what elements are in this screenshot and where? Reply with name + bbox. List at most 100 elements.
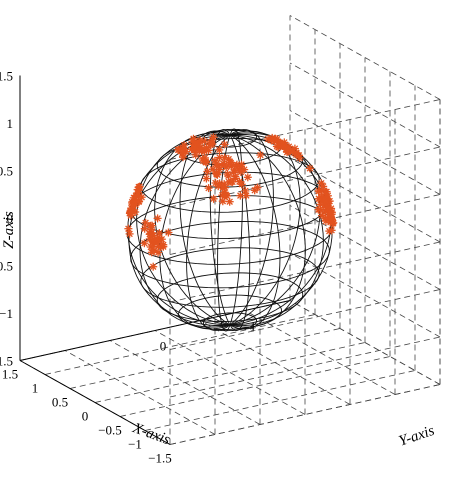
y-tick-label: 1 — [250, 319, 257, 334]
grid-line — [244, 310, 396, 395]
data-point — [221, 183, 230, 192]
tick-labels: 1.510.50−0.5−1−1.51.510.50−0.5−1−1.501 — [0, 69, 256, 466]
data-point — [209, 194, 218, 203]
data-point — [191, 150, 200, 159]
grid-line — [289, 15, 441, 100]
data-point — [282, 145, 291, 154]
data-point — [191, 140, 200, 149]
y-axis-title: Y-axis — [397, 423, 437, 450]
data-point — [204, 146, 213, 155]
data-point — [321, 196, 330, 205]
sphere-longitude-line — [159, 134, 231, 330]
data-point — [273, 135, 282, 144]
sphere-longitude-line — [229, 130, 301, 326]
data-point — [124, 224, 133, 233]
data-point — [243, 173, 252, 182]
data-point — [214, 162, 223, 171]
grid-line — [64, 350, 216, 435]
x-tick-label: −0.5 — [98, 423, 122, 438]
data-point — [203, 167, 212, 176]
data-point — [140, 224, 149, 233]
data-point — [153, 234, 161, 243]
data-point — [135, 182, 144, 191]
data-point — [323, 191, 332, 200]
grid-line — [154, 330, 306, 415]
data-point — [126, 208, 135, 217]
data-point — [149, 262, 158, 271]
data-point — [256, 151, 265, 159]
data-point — [215, 145, 224, 154]
z-tick-label: −1 — [0, 306, 13, 321]
x-tick-label: 0 — [82, 409, 89, 424]
data-point — [235, 166, 244, 175]
grid-layer — [19, 15, 441, 445]
data-point — [140, 239, 149, 248]
data-point — [237, 180, 246, 189]
data-point — [327, 214, 335, 223]
data-point — [314, 205, 323, 214]
data-point — [174, 145, 182, 154]
x-tick-label: 1.5 — [2, 367, 18, 382]
z-tick-label: 0.5 — [0, 164, 13, 179]
data-point — [201, 157, 210, 166]
y-axis-line — [19, 300, 291, 361]
sphere-longitude-line — [229, 134, 281, 330]
data-point — [211, 179, 220, 187]
data-point — [253, 183, 262, 192]
data-point — [317, 179, 326, 188]
data-point — [295, 153, 304, 162]
grid-line — [289, 62, 441, 148]
data-point — [215, 153, 224, 162]
grid-line — [119, 356, 391, 417]
x-axis-line — [19, 360, 171, 445]
sphere-longitude-line — [229, 134, 306, 328]
z-tick-label: 1 — [7, 116, 14, 131]
data-point — [317, 193, 326, 202]
z-tick-label: −0.5 — [0, 259, 13, 274]
data-point — [220, 153, 229, 162]
z-axis-title: Z-axis — [1, 211, 17, 249]
data-point — [224, 171, 233, 180]
data-point — [324, 205, 332, 214]
data-point — [317, 186, 326, 195]
data-point — [305, 164, 314, 173]
data-point — [179, 145, 188, 154]
data-point — [321, 214, 330, 222]
data-point — [125, 229, 134, 238]
z-tick-label: −1.5 — [0, 354, 13, 369]
z-tick-label: 1.5 — [0, 69, 13, 84]
grid-line — [169, 99, 441, 160]
data-point — [226, 159, 235, 167]
y-tick-label: 0 — [160, 339, 167, 354]
data-point — [141, 218, 150, 227]
x-tick-label: −1.5 — [148, 451, 172, 466]
data-point — [220, 191, 229, 200]
grid-line — [169, 146, 441, 208]
grid-line — [169, 336, 441, 398]
x-tick-label: 1 — [32, 381, 39, 396]
data-point — [130, 197, 139, 206]
data-point — [131, 200, 140, 209]
scatter-points — [124, 133, 338, 271]
grid-line — [144, 370, 416, 431]
data-point — [153, 214, 162, 223]
data-point — [220, 161, 229, 169]
data-point — [195, 146, 204, 155]
grid-line — [199, 320, 351, 405]
sphere-longitude-line — [209, 129, 231, 326]
data-point — [147, 248, 156, 257]
z-tick-label: 0 — [7, 211, 14, 226]
data-point — [220, 140, 229, 149]
grid-line — [289, 252, 441, 338]
axes-box — [19, 75, 291, 445]
x-tick-label: 0.5 — [52, 395, 68, 410]
data-point — [236, 191, 245, 200]
data-point — [209, 133, 218, 142]
data-point — [210, 156, 219, 165]
data-point — [225, 197, 234, 206]
data-point — [204, 184, 213, 193]
grid-line — [289, 300, 441, 385]
x-tick-label: −1 — [128, 437, 142, 452]
